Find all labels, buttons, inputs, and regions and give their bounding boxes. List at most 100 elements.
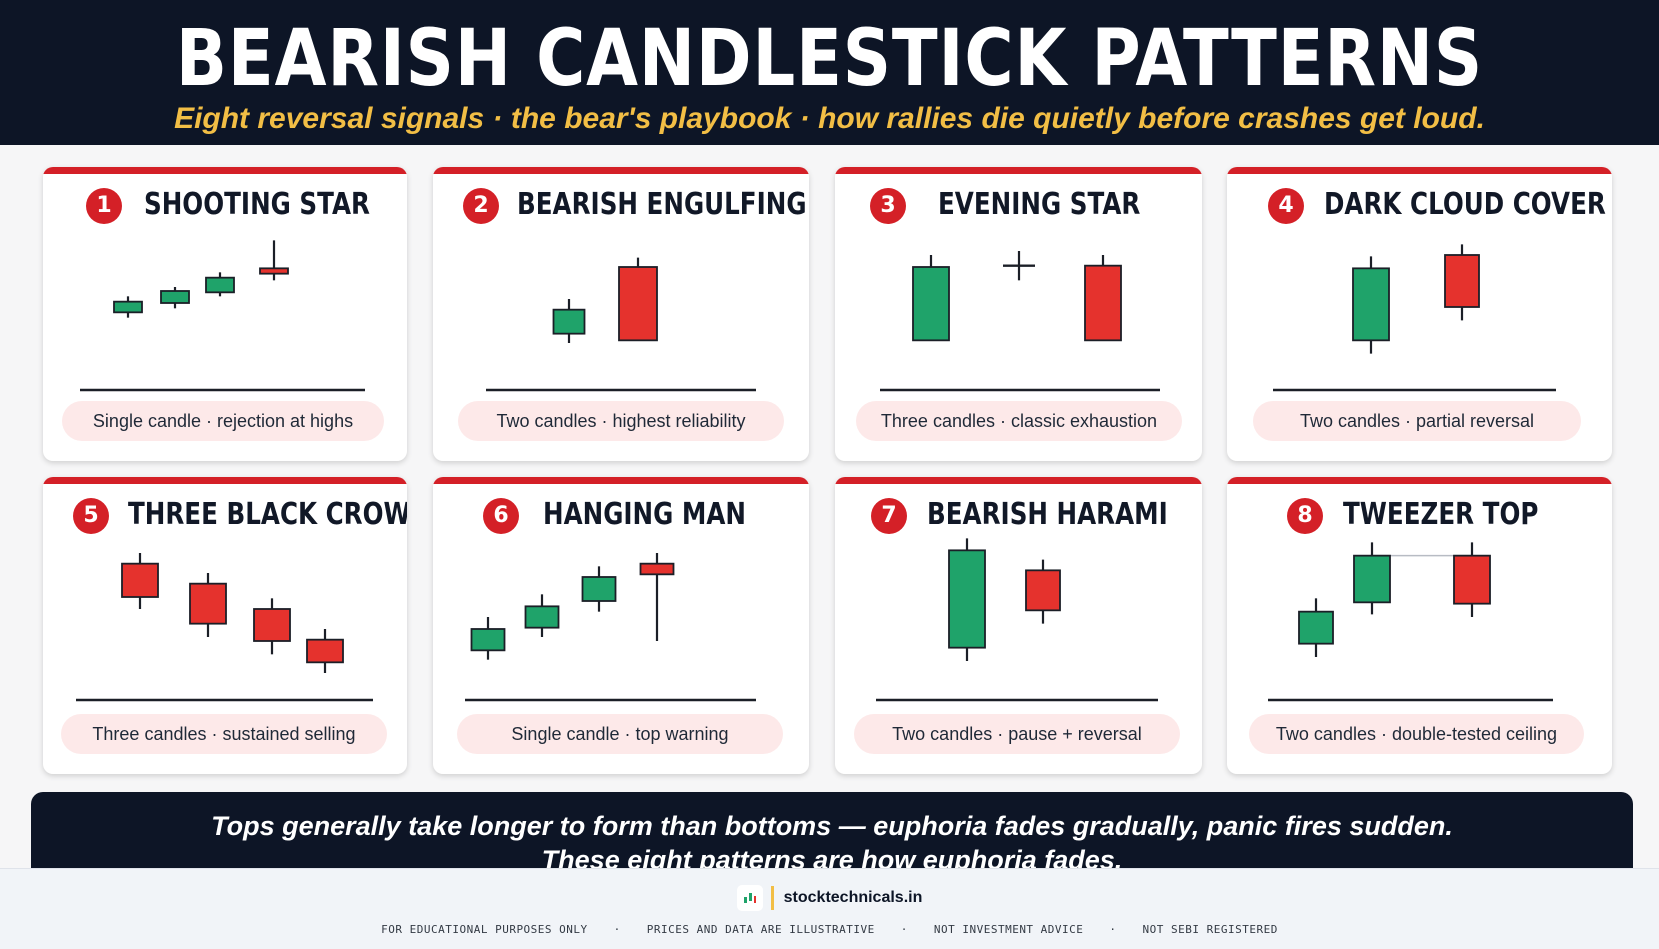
disclaimer-separator: · bbox=[900, 923, 908, 936]
candle-body bbox=[189, 582, 227, 625]
card-accent-bar bbox=[835, 167, 1202, 174]
pattern-card-7: 7 BEARISH HARAMI Two candles · pause + rev… bbox=[835, 477, 1202, 774]
card-accent-bar bbox=[1227, 477, 1612, 484]
card-accent-bar bbox=[1227, 167, 1612, 174]
candle-body bbox=[1084, 264, 1122, 342]
candle-body bbox=[618, 266, 658, 342]
candle-body bbox=[1298, 610, 1334, 645]
candle-bull-1 bbox=[1352, 256, 1390, 354]
pattern-caption: Single candle · top warning bbox=[457, 714, 783, 754]
pattern-caption: Single candle · rejection at highs bbox=[62, 401, 384, 441]
pattern-card-6: 6 HANGING MAN Single candle · top warning bbox=[433, 477, 809, 774]
disclaimer-separator: · bbox=[1109, 923, 1117, 936]
pattern-title: SHOOTING STAR bbox=[144, 187, 370, 222]
pattern-number-badge: 7 bbox=[871, 498, 907, 534]
candle-body bbox=[1353, 554, 1391, 604]
page-subtitle: Eight reversal signals · the bear's play… bbox=[174, 102, 1485, 135]
candle-bull-1 bbox=[552, 299, 586, 343]
disclaimer-not-sebi: NOT SEBI REGISTERED bbox=[1142, 923, 1278, 936]
pattern-caption: Three candles · sustained selling bbox=[61, 714, 387, 754]
disclaimer-row: FOR EDUCATIONAL PURPOSES ONLY · PRICES AND… bbox=[0, 923, 1659, 936]
candle-body bbox=[1352, 267, 1390, 342]
pattern-caption: Two candles · double-tested ceiling bbox=[1249, 714, 1584, 754]
pattern-card-5: 5 THREE BLACK CROWS Three candles · sustai… bbox=[43, 477, 407, 774]
pattern-title: THREE BLACK CROWS bbox=[128, 497, 407, 532]
card-accent-bar bbox=[43, 477, 407, 484]
pattern-title: BEARISH ENGULFING bbox=[517, 187, 807, 222]
candle-bull-1 bbox=[948, 538, 986, 661]
candle-bull-1 bbox=[1298, 598, 1334, 657]
candle-bear-4 bbox=[639, 553, 675, 641]
brand: stocktechnicals.in bbox=[0, 883, 1659, 913]
pattern-number-badge: 8 bbox=[1287, 498, 1323, 534]
pattern-diagram bbox=[1268, 542, 1553, 702]
candle-body bbox=[1453, 554, 1491, 605]
pattern-caption: Three candles · classic exhaustion bbox=[856, 401, 1182, 441]
candle-body bbox=[121, 562, 159, 598]
candle-bear-3 bbox=[253, 598, 291, 655]
pattern-number-badge: 1 bbox=[86, 188, 122, 224]
candle-body bbox=[470, 628, 506, 652]
pattern-title: EVENING STAR bbox=[938, 187, 1141, 222]
candle-bear-3 bbox=[1084, 255, 1122, 342]
disclaimer-not-advice: NOT INVESTMENT ADVICE bbox=[933, 923, 1084, 936]
candle-bull-1 bbox=[113, 296, 143, 318]
pattern-card-4: 4 DARK CLOUD COVER Two candles · partial r… bbox=[1227, 167, 1612, 461]
candle-body bbox=[639, 562, 675, 576]
pattern-number-badge: 4 bbox=[1268, 188, 1304, 224]
candle-body bbox=[1025, 569, 1061, 612]
pattern-title: HANGING MAN bbox=[543, 497, 747, 532]
pattern-caption: Two candles · partial reversal bbox=[1253, 401, 1581, 441]
candle-body bbox=[1444, 254, 1480, 308]
disclaimer-separator: · bbox=[613, 923, 621, 936]
candle-bull-2 bbox=[524, 594, 560, 637]
candle-body bbox=[581, 576, 617, 602]
brand-name[interactable]: stocktechnicals.in bbox=[783, 889, 923, 906]
pattern-diagram bbox=[486, 257, 756, 392]
disclaimer-illustrative: PRICES AND DATA ARE ILLUSTRATIVE bbox=[646, 923, 875, 936]
candle-body bbox=[160, 290, 190, 304]
candle-body bbox=[306, 638, 344, 664]
candle-body bbox=[524, 605, 560, 629]
pattern-number-badge: 6 bbox=[483, 498, 519, 534]
pattern-number-badge: 3 bbox=[870, 188, 906, 224]
bottom-strip: stocktechnicals.in FOR EDUCATIONAL PURPO… bbox=[0, 868, 1659, 949]
pattern-caption: Two candles · highest reliability bbox=[458, 401, 784, 441]
pattern-number-badge: 2 bbox=[463, 188, 499, 224]
candle-body bbox=[259, 267, 289, 275]
candle-body bbox=[948, 549, 986, 649]
pattern-card-1: 1 SHOOTING STAR Single candle · rejection … bbox=[43, 167, 407, 461]
candle-doji-2 bbox=[1003, 251, 1035, 281]
candle-bull-2 bbox=[1353, 542, 1391, 615]
candle-body bbox=[912, 266, 950, 342]
candle-bear-1 bbox=[121, 553, 159, 609]
brand-divider bbox=[770, 886, 774, 910]
candle-bull-3 bbox=[581, 566, 617, 612]
candle-bear-2 bbox=[618, 257, 658, 342]
candle-body bbox=[253, 608, 291, 642]
pattern-diagram bbox=[465, 553, 756, 702]
pattern-diagram bbox=[880, 251, 1160, 392]
candle-bull-1 bbox=[470, 617, 506, 660]
pattern-card-3: 3 EVENING STAR Three candles · classic exh… bbox=[835, 167, 1202, 461]
card-accent-bar bbox=[433, 477, 809, 484]
candle-bear-2 bbox=[189, 573, 227, 637]
card-accent-bar bbox=[43, 167, 407, 174]
page-title: BEARISH CANDLESTICK PATTERNS bbox=[175, 14, 1484, 104]
pattern-number-badge: 5 bbox=[73, 498, 109, 534]
pattern-card-2: 2 BEARISH ENGULFING Two candles · highest … bbox=[433, 167, 809, 461]
candle-bear-4 bbox=[306, 629, 344, 673]
candle-bear-2 bbox=[1444, 244, 1480, 321]
candle-bull-1 bbox=[912, 255, 950, 342]
candle-body bbox=[205, 276, 235, 294]
disclaimer-educational: FOR EDUCATIONAL PURPOSES ONLY bbox=[381, 923, 588, 936]
pattern-title: TWEEZER TOP bbox=[1343, 497, 1539, 532]
candle-bear-3 bbox=[1453, 542, 1491, 617]
candle-body bbox=[552, 308, 586, 335]
pattern-diagram bbox=[1273, 244, 1556, 392]
pattern-diagram bbox=[76, 553, 373, 702]
pattern-diagram bbox=[80, 240, 365, 392]
candle-body bbox=[113, 300, 143, 314]
pattern-title: DARK CLOUD COVER bbox=[1324, 187, 1606, 222]
pattern-caption: Two candles · pause + reversal bbox=[854, 714, 1180, 754]
